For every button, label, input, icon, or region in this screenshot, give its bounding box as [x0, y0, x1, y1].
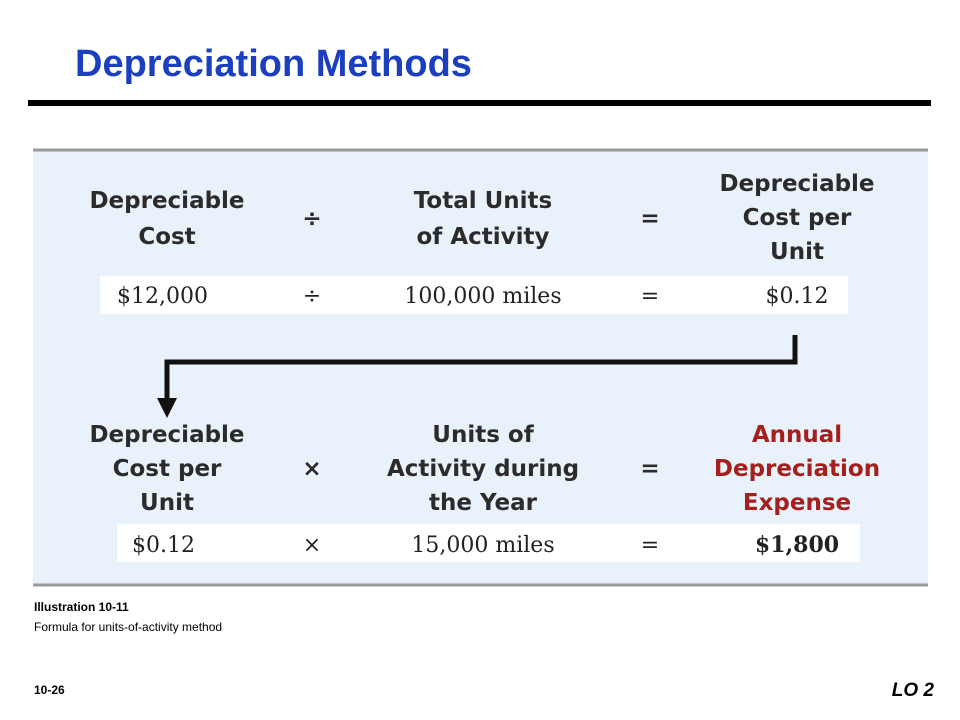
title-rule	[28, 100, 931, 106]
value-row	[100, 276, 848, 314]
value-row	[117, 524, 860, 562]
caption-text: Formula for units-of-activity method	[34, 620, 222, 634]
term: Unit	[140, 490, 194, 516]
term: Depreciable	[719, 171, 874, 197]
term: Activity during	[387, 456, 579, 482]
term: the Year	[429, 490, 538, 516]
arrow	[164, 335, 798, 400]
equals: =	[640, 456, 659, 482]
value: 100,000 miles	[404, 284, 561, 309]
term: Unit	[770, 239, 824, 265]
slide-title: Depreciation Methods	[75, 43, 472, 85]
term: Expense	[743, 490, 851, 516]
term: Cost	[138, 224, 195, 250]
page-number: 10-26	[34, 683, 65, 697]
value: =	[641, 533, 659, 558]
caption-label: Illustration 10-11	[34, 600, 129, 614]
value: ×	[303, 533, 321, 558]
value: $12,000	[117, 284, 208, 309]
operator: ÷	[302, 206, 321, 232]
term: Annual	[752, 422, 842, 448]
equals: =	[640, 206, 659, 232]
term: Total Units	[414, 188, 552, 214]
value: $1,800	[755, 532, 839, 558]
value: $0.12	[766, 284, 829, 309]
term: of Activity	[417, 224, 550, 250]
value: =	[641, 284, 659, 309]
value: $0.12	[132, 533, 195, 558]
panel	[33, 150, 928, 585]
term: Units of	[432, 422, 534, 448]
term: Depreciation	[714, 456, 880, 482]
value: 15,000 miles	[411, 533, 554, 558]
value: ÷	[303, 284, 321, 309]
operator: ×	[302, 456, 321, 482]
learning-objective: LO 2	[892, 680, 935, 701]
term: Depreciable	[89, 422, 244, 448]
term: Depreciable	[89, 188, 244, 214]
term: Cost per	[743, 205, 852, 231]
term: Cost per	[113, 456, 222, 482]
arrow-head	[157, 398, 177, 418]
